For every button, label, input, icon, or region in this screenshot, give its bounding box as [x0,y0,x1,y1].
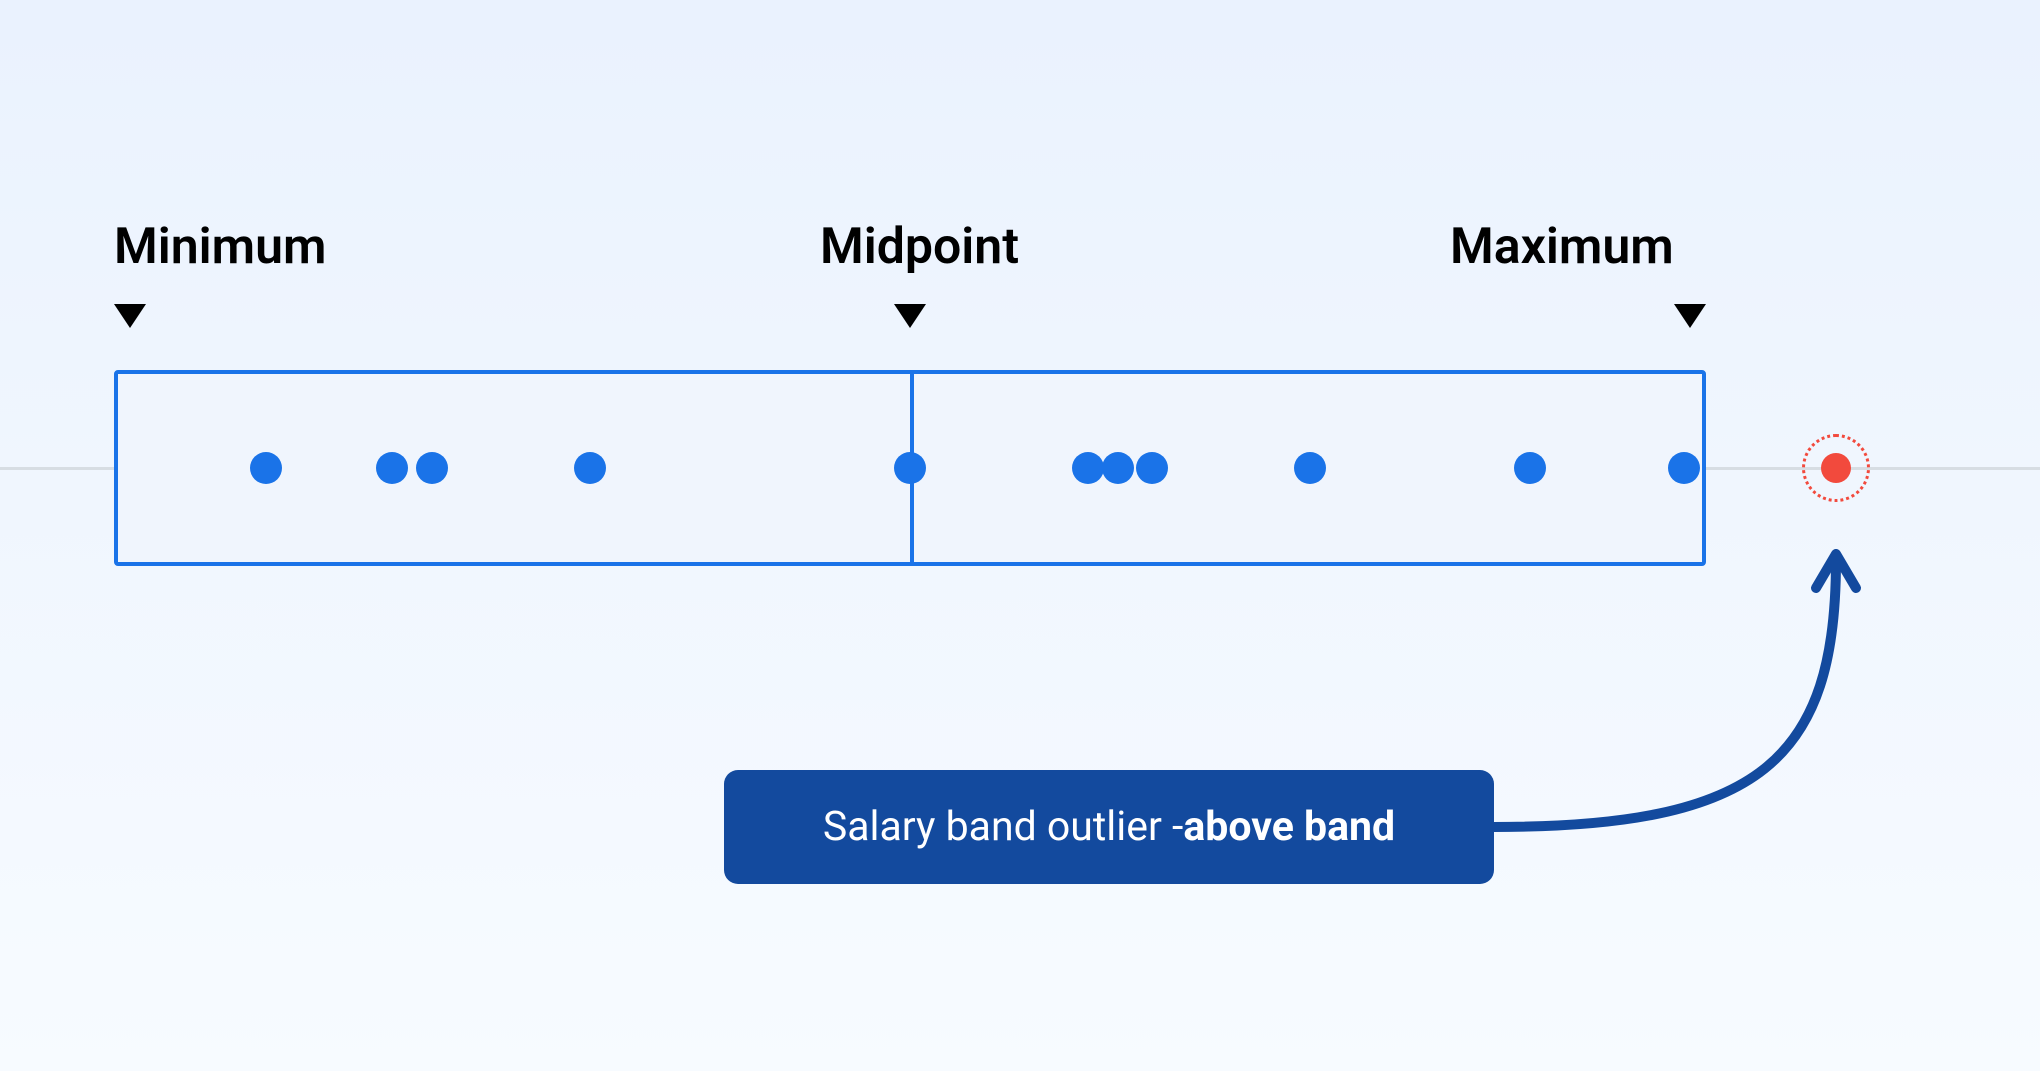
callout-text: Salary band outlier - [823,803,1183,851]
salary-band-chart: Minimum Midpoint Maximum Salary band out… [0,0,2040,1071]
callout-box: Salary band outlier - above band [724,770,1494,884]
callout-text-bold: above band [1183,803,1395,851]
callout-arrow-icon [0,0,2040,1071]
